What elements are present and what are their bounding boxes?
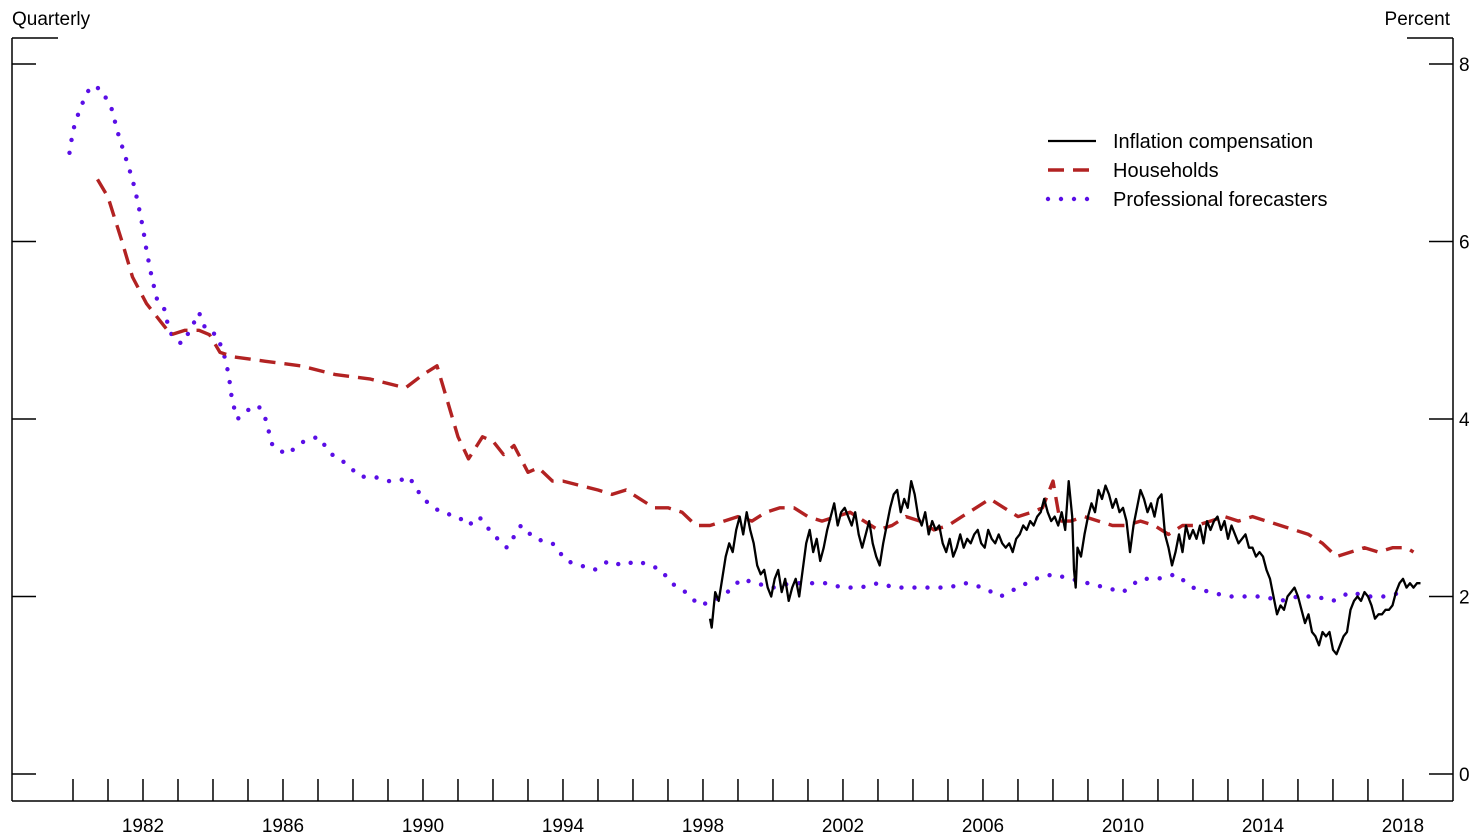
legend-label-professional-forecasters: Professional forecasters <box>1113 189 1328 211</box>
series-layer <box>67 84 1421 656</box>
axis-ticks: 1982 1986 1990 1994 1998 2002 2006 2010 2014 2018… <box>12 55 1470 837</box>
y-tick-label: 4 <box>1459 410 1470 431</box>
series-line-households <box>96 178 1415 559</box>
x-tick-label: 1982 <box>122 816 164 837</box>
legend-label-households: Households <box>1113 160 1219 182</box>
x-tick-label: 1990 <box>402 816 444 837</box>
y-tick-label: 0 <box>1459 765 1470 786</box>
series-line-inflation-compensation <box>708 479 1421 656</box>
x-tick-label: 2006 <box>962 816 1004 837</box>
y-tick-label: 8 <box>1459 55 1470 76</box>
x-tick-label: 2014 <box>1242 816 1285 837</box>
legend-label-inflation-compensation: Inflation compensation <box>1113 131 1313 153</box>
x-tick-label: 2002 <box>822 816 864 837</box>
x-tick-label: 1998 <box>682 816 724 837</box>
x-tick-label: 1986 <box>262 816 304 837</box>
x-tick-label: 1994 <box>542 816 585 837</box>
series-line-professional-forecasters <box>67 84 1406 608</box>
y-tick-label: 6 <box>1459 233 1470 254</box>
y-tick-label: 2 <box>1459 588 1470 609</box>
frequency-label: Quarterly <box>12 9 91 30</box>
legend: Inflation compensation Households Professi… <box>1045 131 1328 211</box>
x-tick-label: 2010 <box>1102 816 1144 837</box>
x-tick-label: 2018 <box>1382 816 1424 837</box>
y-unit-label: Percent <box>1385 9 1451 30</box>
